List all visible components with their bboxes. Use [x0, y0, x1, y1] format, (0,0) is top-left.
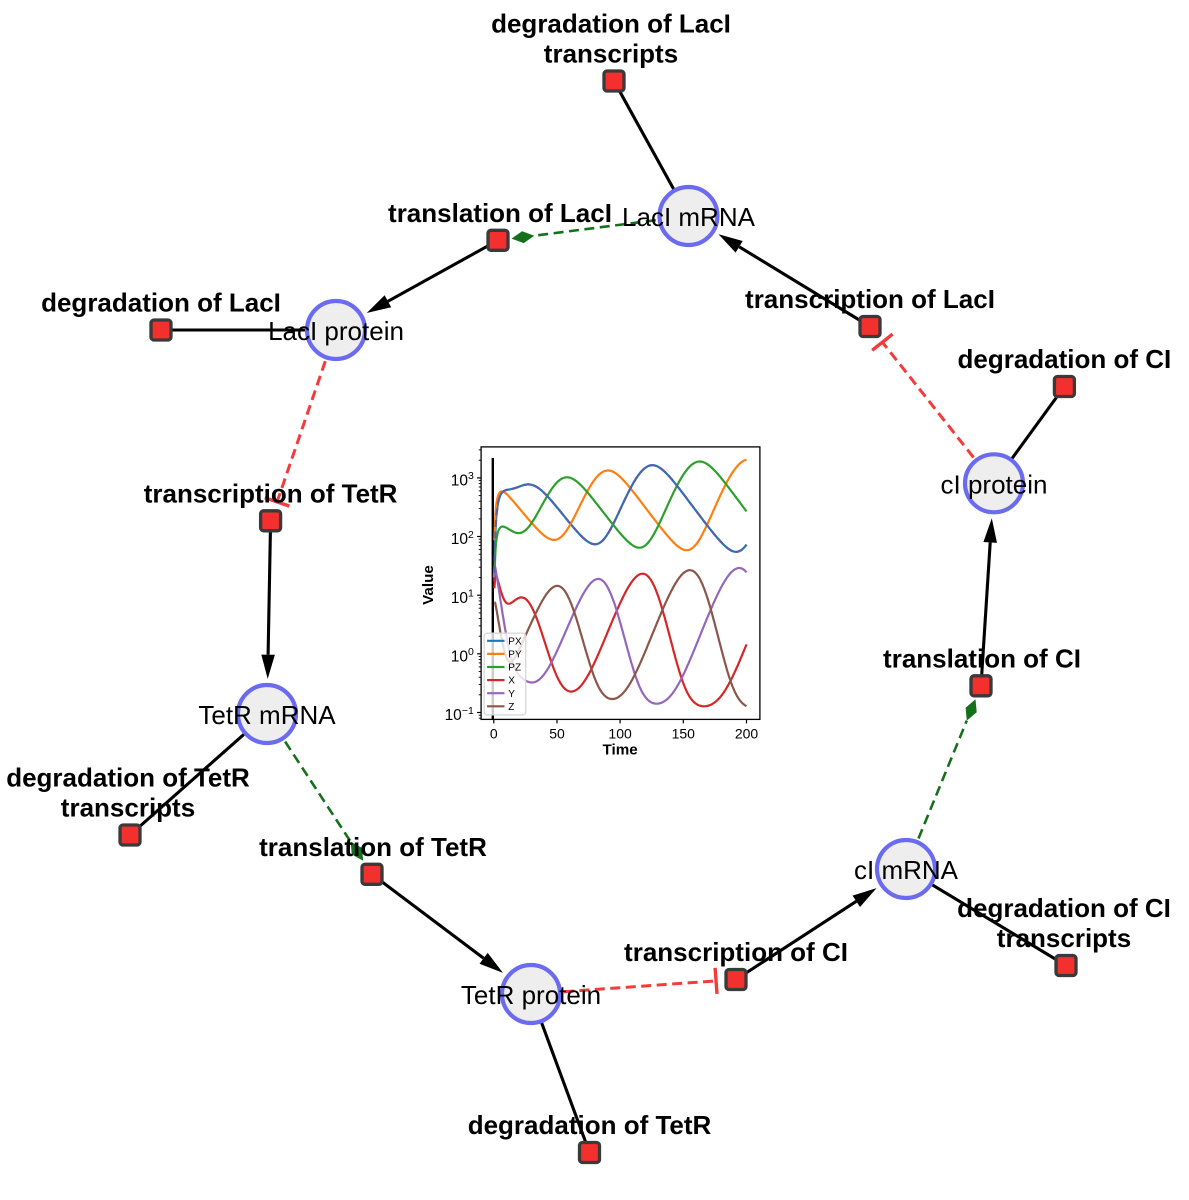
svg-text:degradation of TetR: degradation of TetR	[468, 1110, 712, 1140]
svg-text:200: 200	[735, 725, 759, 741]
svg-text:transcription of CI: transcription of CI	[624, 937, 848, 967]
svg-text:50: 50	[549, 725, 565, 741]
svg-text:Time: Time	[603, 742, 638, 759]
svg-text:Y: Y	[508, 689, 515, 700]
svg-text:degradation of LacI: degradation of LacI	[491, 8, 731, 38]
svg-text:PY: PY	[508, 650, 522, 661]
svg-text:cI mRNA: cI mRNA	[854, 855, 959, 885]
svg-text:PX: PX	[508, 636, 522, 647]
svg-text:PZ: PZ	[508, 663, 521, 674]
svg-text:Z: Z	[508, 702, 514, 713]
svg-text:100: 100	[608, 725, 632, 741]
svg-text:0: 0	[490, 725, 498, 741]
svg-text:transcripts: transcripts	[997, 923, 1131, 953]
svg-text:transcripts: transcripts	[61, 793, 195, 823]
svg-text:degradation of LacI: degradation of LacI	[41, 288, 281, 318]
svg-text:transcription of LacI: transcription of LacI	[745, 284, 995, 314]
svg-text:Value: Value	[420, 565, 437, 605]
svg-text:translation of LacI: translation of LacI	[388, 198, 612, 228]
svg-text:degradation of CI: degradation of CI	[958, 344, 1172, 374]
svg-text:degradation of TetR: degradation of TetR	[6, 762, 250, 792]
svg-text:X: X	[508, 676, 515, 687]
svg-text:LacI protein: LacI protein	[268, 316, 404, 346]
svg-text:translation of CI: translation of CI	[883, 644, 1081, 674]
svg-text:150: 150	[672, 725, 696, 741]
svg-text:TetR mRNA: TetR mRNA	[198, 700, 336, 730]
svg-text:degradation of CI: degradation of CI	[957, 893, 1171, 923]
svg-text:LacI mRNA: LacI mRNA	[622, 202, 756, 232]
svg-text:TetR protein: TetR protein	[461, 980, 601, 1010]
svg-text:translation of TetR: translation of TetR	[259, 832, 487, 862]
svg-text:transcription of TetR: transcription of TetR	[144, 479, 398, 509]
svg-text:cI protein: cI protein	[941, 470, 1048, 500]
svg-text:transcripts: transcripts	[544, 39, 678, 69]
